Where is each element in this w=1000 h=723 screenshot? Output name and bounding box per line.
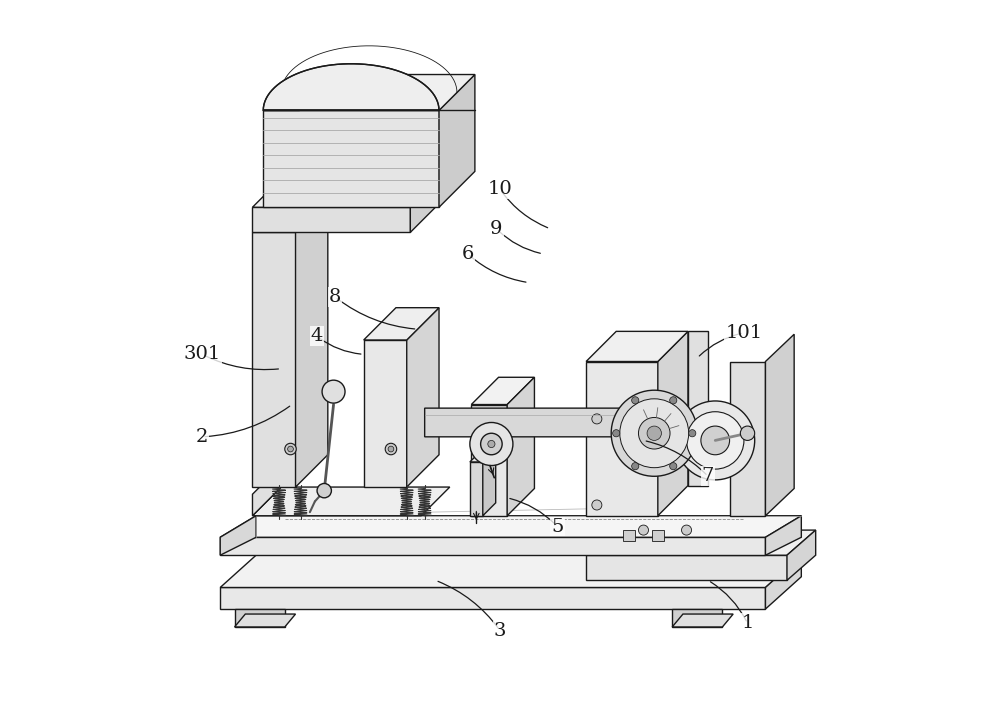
Polygon shape [471,405,507,515]
Polygon shape [672,614,733,627]
Polygon shape [471,377,534,405]
Circle shape [638,417,670,449]
Circle shape [613,429,620,437]
Circle shape [481,433,502,455]
Polygon shape [730,362,765,515]
Polygon shape [688,331,708,486]
Circle shape [638,525,649,535]
Polygon shape [252,208,410,232]
Text: 1: 1 [741,615,754,633]
Circle shape [285,443,296,455]
Polygon shape [586,555,787,581]
Text: 8: 8 [329,288,341,306]
Circle shape [632,397,639,404]
Polygon shape [470,462,483,515]
Text: 301: 301 [184,346,221,364]
Circle shape [670,397,677,404]
Circle shape [488,440,495,448]
Circle shape [670,463,677,470]
Polygon shape [439,74,475,208]
Polygon shape [220,515,256,555]
Polygon shape [672,609,722,627]
Polygon shape [252,200,328,232]
Polygon shape [220,515,801,537]
Circle shape [592,500,602,510]
Circle shape [388,446,394,452]
Polygon shape [252,175,443,208]
Polygon shape [220,588,765,609]
Polygon shape [220,555,801,588]
Polygon shape [586,331,688,362]
Polygon shape [235,609,285,627]
Circle shape [632,463,639,470]
Polygon shape [652,530,664,541]
Circle shape [682,525,692,535]
Circle shape [687,411,744,469]
Circle shape [620,399,689,468]
Polygon shape [765,334,794,515]
Polygon shape [586,362,658,515]
Circle shape [676,401,755,480]
Polygon shape [364,340,407,487]
Text: 10: 10 [488,180,512,198]
Polygon shape [765,555,801,609]
Polygon shape [483,449,496,515]
Polygon shape [364,308,439,340]
Polygon shape [658,331,688,515]
Circle shape [288,446,293,452]
Polygon shape [252,487,450,515]
Polygon shape [425,408,661,437]
Polygon shape [765,515,801,555]
Circle shape [701,426,730,455]
Circle shape [740,426,755,440]
Text: 3: 3 [494,622,506,640]
Text: 4: 4 [311,328,323,346]
Polygon shape [263,64,439,111]
Circle shape [385,443,397,455]
Polygon shape [220,537,765,555]
Polygon shape [586,530,816,555]
Circle shape [317,484,331,498]
Text: 7: 7 [702,467,714,485]
Circle shape [647,426,661,440]
Text: 101: 101 [725,324,762,342]
Circle shape [322,380,345,403]
Polygon shape [263,111,439,208]
Text: 2: 2 [196,428,208,446]
Polygon shape [252,232,296,487]
Polygon shape [623,530,635,541]
Polygon shape [252,466,281,515]
Polygon shape [410,175,443,232]
Text: 9: 9 [490,220,503,238]
Polygon shape [296,200,328,487]
Polygon shape [507,377,534,515]
Circle shape [470,422,513,466]
Text: 6: 6 [462,245,474,263]
Polygon shape [407,308,439,487]
Circle shape [592,414,602,424]
Polygon shape [235,614,296,627]
Polygon shape [263,74,475,111]
Circle shape [611,390,697,476]
Polygon shape [470,449,496,462]
Text: 5: 5 [551,518,564,536]
Circle shape [689,429,696,437]
Polygon shape [787,530,816,581]
